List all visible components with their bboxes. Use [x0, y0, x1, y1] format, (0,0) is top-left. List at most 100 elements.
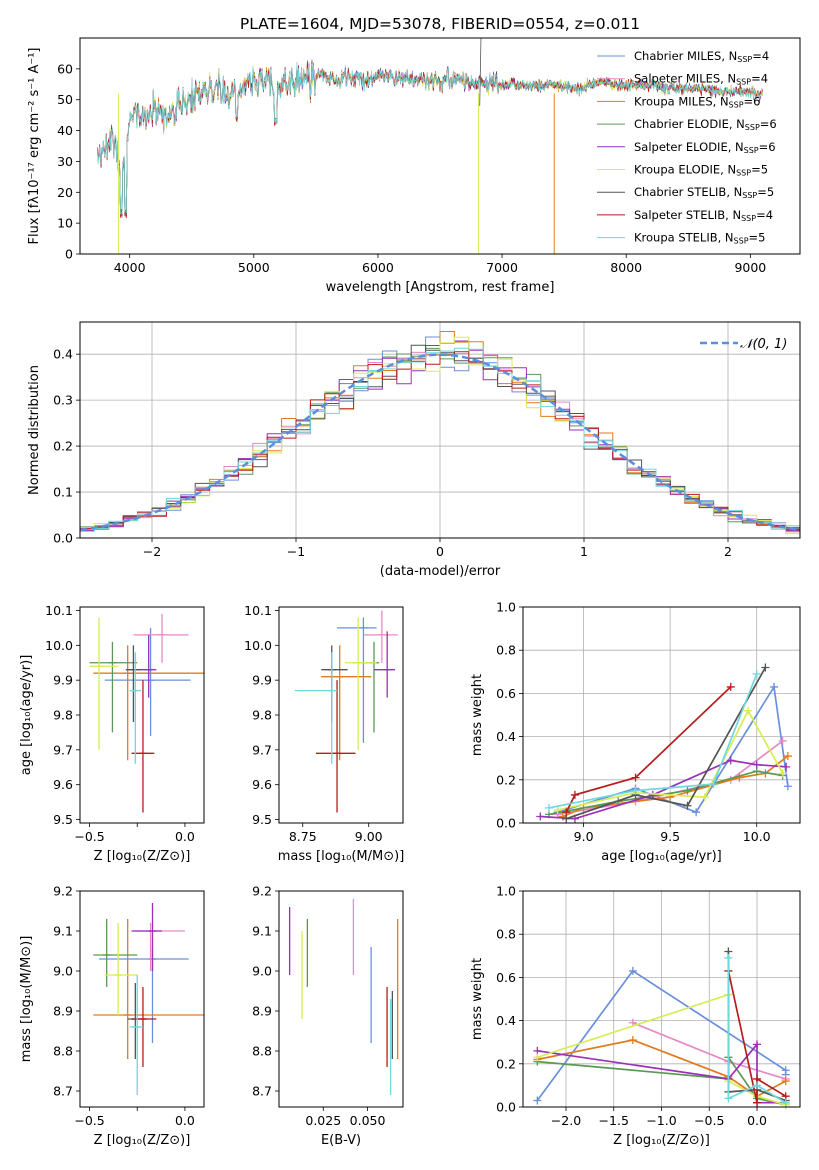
- weight_vs_age-point-0: [692, 808, 701, 817]
- residuals-xticklabel: 1: [580, 544, 588, 559]
- legend-label-6: Chabrier STELIB, NSSP=5: [634, 185, 774, 200]
- weight_vs_age-point-8: [544, 803, 553, 812]
- weight_vs_age-yticklabel: 1.0: [496, 600, 516, 615]
- mass_vs_Z-ylabel: mass [log₁₀(M/M⊙)]: [19, 936, 34, 1063]
- weight_vs_age-yticklabel: 0.2: [496, 772, 516, 787]
- spectrum-yticklabel: 0: [65, 247, 73, 262]
- weight_vs_Z-yticklabel: 0.0: [496, 1100, 516, 1115]
- spectrum-xlabel: wavelength [Angstrom, rest frame]: [326, 280, 555, 295]
- age_vs_mass-yticklabel: 9.9: [252, 673, 272, 688]
- spectrum-yticklabel: 50: [57, 92, 73, 107]
- weight_vs_age-point-8: [752, 669, 761, 678]
- weight_vs_Z-xticklabel: −1.0: [646, 1113, 676, 1128]
- weight_vs_Z-xticklabel: −1.5: [599, 1113, 629, 1128]
- weight_vs_Z-point-5: [533, 1053, 542, 1062]
- residual-hist-8: [80, 347, 800, 532]
- weight_vs_Z-yticklabel: 0.6: [496, 970, 516, 985]
- weight_vs_Z-series-7: [727, 970, 787, 1103]
- weight_vs_Z-yticklabel: 0.2: [496, 1056, 516, 1071]
- spectrum-xticklabel: 6000: [362, 260, 394, 275]
- weight_vs_age-point-5: [744, 706, 753, 715]
- weight_vs_age-point-7: [562, 808, 571, 817]
- legend-name: Chabrier ELODIE, N: [634, 117, 745, 131]
- residuals-xlabel: (data-model)/error: [380, 564, 501, 579]
- age_vs_Z-yticklabel: 9.8: [53, 708, 73, 723]
- age_vs_mass-yticklabel: 9.7: [252, 742, 272, 757]
- weight_vs_age-xticklabel: 9.0: [574, 829, 594, 844]
- weight_vs_age-point-0: [783, 782, 792, 791]
- legend-name: Salpeter MILES, N: [634, 72, 736, 86]
- weight_vs_Z-xticklabel: 0.0: [747, 1113, 767, 1128]
- spectrum-xticklabel: 7000: [486, 260, 518, 275]
- legend-sub: SSP: [744, 146, 759, 155]
- legend-name: Kroupa ELODIE, N: [634, 163, 736, 177]
- legend-label-3: Chabrier ELODIE, NSSP=6: [634, 117, 777, 132]
- legend-name: Kroupa STELIB, N: [634, 231, 734, 245]
- spectrum-yticklabel: 10: [57, 216, 73, 231]
- legend-label-2: Kroupa MILES, NSSP=6: [634, 94, 760, 109]
- weight_vs_age-xticklabel: 10.0: [743, 829, 771, 844]
- mass_vs_ebv-xticklabel: 0.050: [350, 1113, 386, 1128]
- age_vs_mass-points: [294, 610, 398, 813]
- weight_vs_age-point-6: [761, 663, 770, 672]
- mass_vs_ebv-yticklabel: 8.8: [252, 1044, 272, 1059]
- legend-n: =5: [749, 231, 766, 245]
- legend-label-0: Chabrier MILES, NSSP=4: [634, 49, 769, 64]
- weight_vs_age-point-5: [553, 806, 562, 815]
- mass_vs_ebv-points: [288, 899, 399, 1095]
- weight_vs_age-point-8: [709, 780, 718, 789]
- weight_vs_age-point-7: [570, 790, 579, 799]
- residual-hists: [80, 331, 800, 536]
- legend-label-7: Salpeter STELIB, NSSP=4: [634, 208, 773, 223]
- weight_vs_Z-point-2: [781, 1077, 790, 1086]
- mass_vs_Z-xlabel: Z [log₁₀(Z/Z⊙)]: [94, 1133, 191, 1148]
- age_vs_Z-ylabel: age [log₁₀(age/yr)]: [19, 655, 34, 776]
- weight_vs_age-point-4: [726, 756, 735, 765]
- residuals-yticklabel: 0.2: [53, 439, 73, 454]
- residuals-frame: [79, 321, 801, 539]
- age_vs_mass-yticklabel: 9.5: [252, 812, 272, 827]
- legend-label-5: Kroupa ELODIE, NSSP=5: [634, 163, 768, 178]
- weight_vs_Z-point-8: [724, 1094, 733, 1103]
- mass_vs_Z-points: [93, 903, 204, 1095]
- age_vs_Z-yticklabel: 10.1: [45, 603, 73, 618]
- plot-layer: 4000 5000 6000 7000 8000 90000102030405060wav…: [19, 37, 801, 1148]
- legend-n: =6: [744, 94, 761, 108]
- spectrum-spike: [479, 38, 482, 106]
- legend-name: Chabrier STELIB, N: [634, 185, 742, 199]
- legend-sub: SSP: [729, 100, 744, 109]
- spectrum-yticklabel: 60: [57, 61, 73, 76]
- mass_vs_ebv-yticklabel: 9.0: [252, 964, 272, 979]
- age_vs_mass-xticklabel: 9.00: [355, 829, 383, 844]
- legend-sub: SSP: [741, 214, 756, 223]
- spectrum-xticklabel: 8000: [610, 260, 642, 275]
- legend-sub: SSP: [737, 55, 752, 64]
- weight_vs_age-point-7: [631, 773, 640, 782]
- legend-sub: SSP: [736, 169, 751, 178]
- age_vs_Z-yticklabel: 9.5: [53, 812, 73, 827]
- age_vs_Z-yticklabel: 9.7: [53, 742, 73, 757]
- weight_vs_age-axes: 9.0 9.5 10.0 0.0 0.2 0.4 0.6 0.8 1.0 age [log₁₀(a…: [470, 600, 800, 864]
- weight_vs_age-point-4: [648, 790, 657, 799]
- weight_vs_age-series-6: [566, 667, 767, 820]
- weight_vs_age-point-8: [631, 786, 640, 795]
- weight_vs_Z-yticklabel: 0.8: [496, 927, 516, 942]
- weight_vs_age-point-4: [536, 812, 545, 821]
- weight_vs_Z-frame: [522, 890, 801, 1108]
- weight_vs_Z-point-2: [628, 1036, 637, 1045]
- mass_vs_ebv-yticklabel: 9.1: [252, 924, 272, 939]
- age_vs_mass-xlabel: mass [log₁₀(M/M⊙)]: [278, 849, 405, 864]
- residuals-yticklabel: 0.1: [53, 485, 73, 500]
- weight_vs_age-xticklabel: 9.5: [660, 829, 680, 844]
- legend-sub: SSP: [742, 191, 757, 200]
- legend-n: =4: [751, 72, 768, 86]
- weight_vs_age-point-3: [683, 786, 692, 795]
- weight_vs_age-point-6: [683, 801, 692, 810]
- weight_vs_Z-point-8: [781, 1098, 790, 1107]
- figure-title: PLATE=1604, MJD=53078, FIBERID=0554, z=0…: [240, 15, 640, 33]
- mass_vs_ebv-xlabel: E(B-V): [321, 1133, 361, 1148]
- weight_vs_age-point-7: [726, 682, 735, 691]
- mass_vs_ebv-yticklabel: 9.2: [252, 884, 272, 899]
